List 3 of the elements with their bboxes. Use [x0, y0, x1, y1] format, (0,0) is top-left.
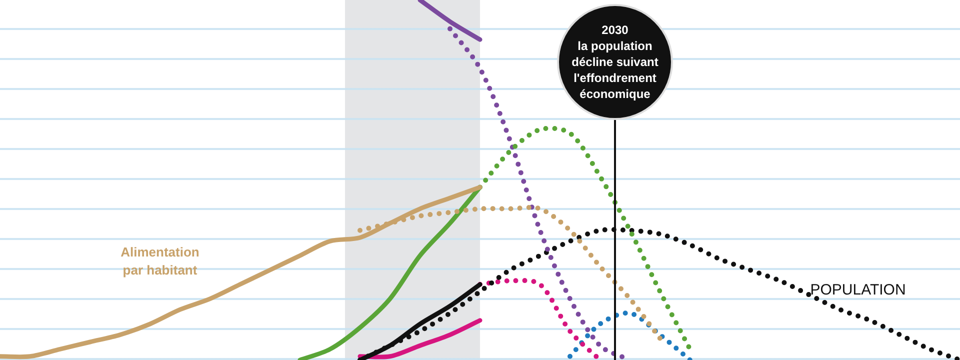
annotation: 2030 la population décline suivant l'effondrement économique [572, 22, 658, 102]
series-label: Alimentation par habitant [120, 244, 200, 278]
series-label: POPULATION [810, 282, 906, 299]
